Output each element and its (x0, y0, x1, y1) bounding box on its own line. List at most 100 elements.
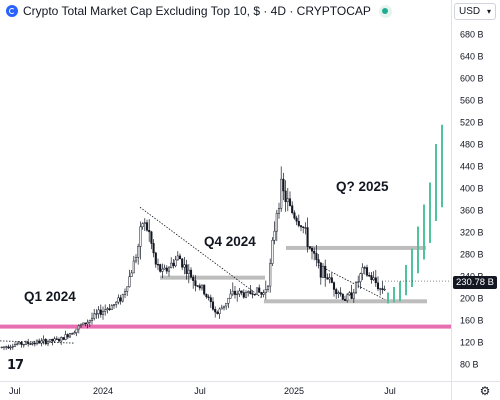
candle (82, 322, 85, 326)
annotation-label: Q1 2024 (24, 289, 76, 304)
candle (73, 332, 76, 335)
candle (264, 289, 267, 293)
projection-bar (429, 182, 431, 243)
candle (68, 333, 72, 338)
candle (306, 227, 309, 247)
projection-bar (435, 144, 437, 221)
projection-bar (399, 281, 401, 302)
currency-selector[interactable]: USD ▾ (454, 3, 496, 20)
annotation-label: Q4 2024 (204, 234, 256, 249)
candle (242, 292, 245, 298)
candle (319, 262, 322, 278)
candle (33, 342, 36, 345)
candle (321, 265, 325, 278)
tradingview-logo-icon[interactable]: 17 (7, 358, 24, 373)
y-tick-label: 680 B (460, 30, 484, 40)
candle (38, 340, 41, 344)
candle (110, 305, 113, 311)
candle (57, 339, 61, 342)
candle (302, 226, 305, 228)
candle (328, 277, 331, 280)
candle (284, 190, 287, 203)
candle (343, 299, 347, 301)
candle (189, 269, 193, 278)
candle (255, 287, 259, 295)
chart-settings-icon[interactable]: ⚙ (479, 384, 491, 398)
candle (145, 222, 149, 231)
candle (335, 289, 338, 295)
candle (326, 277, 329, 280)
candle (383, 288, 386, 291)
candle (310, 247, 314, 252)
candle (126, 286, 129, 292)
candle (187, 269, 190, 274)
candle (31, 342, 34, 345)
candle (233, 290, 237, 295)
y-tick-label: 160 B (460, 316, 484, 326)
candle (172, 262, 175, 267)
candle (20, 342, 23, 345)
candle (253, 293, 256, 296)
candle (137, 246, 140, 258)
candle (207, 296, 210, 298)
candle (271, 239, 274, 264)
x-tick-label: Jul (9, 386, 21, 396)
candle (357, 281, 360, 283)
last-price-tag: 230.78 B (453, 276, 497, 289)
candle (262, 292, 265, 295)
candle (119, 297, 122, 302)
candle (64, 334, 67, 340)
candle (121, 294, 124, 302)
candle (183, 264, 186, 268)
candle (97, 309, 100, 314)
candle (139, 226, 142, 247)
candle (9, 346, 12, 349)
y-tick-label: 360 B (460, 206, 484, 216)
candle (205, 293, 208, 298)
candle (231, 290, 234, 295)
market-status-icon[interactable] (378, 4, 392, 18)
projection-bar (417, 226, 419, 274)
y-tick-label: 280 B (460, 250, 484, 260)
candle (134, 257, 138, 262)
candle (220, 307, 223, 310)
candle (181, 258, 184, 268)
candle (354, 281, 358, 294)
candle (75, 328, 78, 333)
candle (361, 267, 364, 274)
candle (132, 260, 135, 274)
candle (286, 198, 289, 203)
candle (40, 340, 43, 344)
y-tick-label: 440 B (460, 162, 484, 172)
candle (128, 276, 131, 288)
candle (225, 302, 228, 307)
candle (339, 292, 342, 295)
candle (170, 262, 173, 269)
candle (60, 337, 63, 342)
candle (317, 259, 320, 264)
candle (143, 222, 146, 224)
candle (161, 268, 164, 272)
candle (372, 277, 375, 280)
currency-label: USD (459, 6, 481, 17)
x-tick-label: Jul (194, 386, 206, 396)
range-mid-level (160, 275, 265, 280)
candle (211, 301, 215, 310)
projection-bar (387, 292, 389, 304)
candle (337, 292, 340, 295)
candle (280, 178, 283, 209)
candle (222, 305, 226, 309)
candle (293, 212, 296, 219)
candle (244, 292, 248, 298)
candle (218, 308, 221, 314)
candle (359, 273, 362, 283)
candle (51, 338, 54, 342)
y-tick-label: 560 B (460, 96, 484, 106)
y-tick-label: 120 B (460, 338, 484, 348)
candle (35, 340, 39, 345)
candle (379, 288, 382, 290)
x-tick-label: Jul (384, 386, 396, 396)
candle (66, 334, 69, 338)
